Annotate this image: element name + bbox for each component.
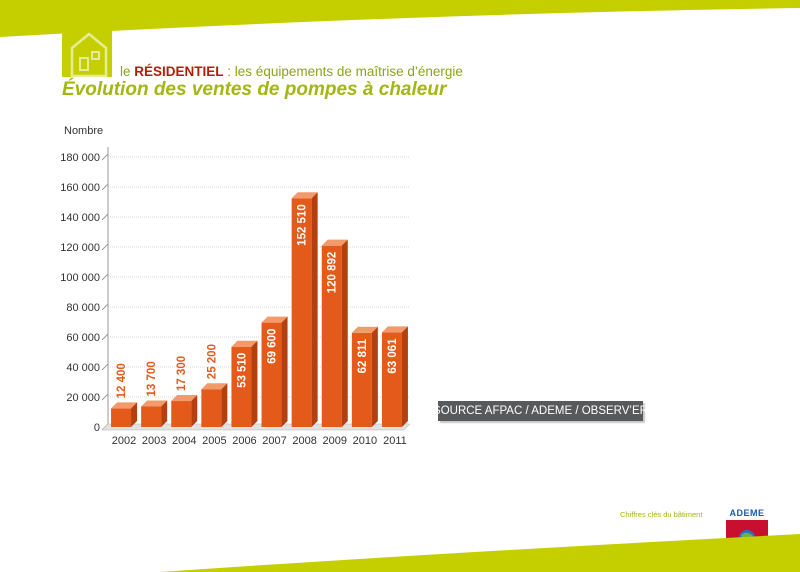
bar [201,389,222,427]
bar-value-label: 17 300 [176,356,188,391]
header-prefix: le [120,64,131,79]
source-badge: SOURCE AFPAC / ADEME / OBSERV’ER [433,401,648,421]
x-tick-label: 2003 [142,435,166,447]
bar-value-label: 63 061 [387,338,399,374]
bar-value-label: 12 400 [116,363,128,398]
x-tick-label: 2009 [323,435,347,447]
bar-top [231,340,258,347]
y-tick-label: 120 000 [60,242,100,254]
bar [261,322,282,427]
bar-top [201,383,228,390]
bar-value-label: 13 700 [146,361,158,396]
x-tick-label: 2006 [232,435,256,447]
bar-side [251,340,258,427]
y-tick [101,153,109,161]
bar-side [311,192,318,427]
y-tick-label: 160 000 [60,182,100,194]
y-tick [101,243,109,251]
x-tick-label: 2008 [292,435,316,447]
bar-top [141,400,168,407]
page-title: Évolution des ventes de pompes à chaleur [62,79,447,100]
x-tick-label: 2011 [383,435,407,447]
bar-side [221,383,228,427]
bar-value-label: 53 510 [236,353,248,388]
x-tick-label: 2005 [202,435,226,447]
y-tick [101,213,109,221]
y-tick-label: 140 000 [60,212,100,224]
bar-side [191,395,198,427]
bar-top [321,239,348,246]
bar-side [341,239,348,427]
y-tick [101,303,109,311]
y-tick [101,393,109,401]
bar [351,332,372,427]
bar [381,332,402,427]
y-tick-label: 0 [94,422,100,434]
bar [321,245,342,427]
y-tick [101,333,109,341]
y-tick-label: 60 000 [66,332,100,344]
y-tick [101,363,109,371]
chart-labels: 0 20 000 40 000 60 000 80 000 100 000 120 000 1… [60,125,407,447]
section-header: le RÉSIDENTIEL : les équipements de maît… [120,64,463,79]
bar-value-label: 25 200 [206,344,218,379]
y-tick [101,183,109,191]
chart-bars [111,192,408,427]
y-tick-label: 20 000 [66,392,100,404]
y-tick-label: 100 000 [60,272,100,284]
bar-top [171,395,198,402]
bar-side [401,326,408,427]
bar-side [281,316,288,427]
bar-top [261,316,288,323]
bar [231,346,252,427]
bar [291,198,312,427]
x-tick-label: 2007 [262,435,286,447]
y-tick-label: 80 000 [66,302,100,314]
x-tick-label: 2004 [172,435,196,447]
top-accent-band [0,0,800,37]
house-logo-icon [62,22,112,77]
y-tick [101,273,109,281]
footer-caption: Chiffres clés du bâtiment [620,510,703,519]
x-tick-label: 2010 [353,435,377,447]
bar-value-label: 69 600 [267,329,279,364]
bar-side [371,326,378,427]
header-section: RÉSIDENTIEL [134,64,224,79]
bar-value-label: 152 510 [297,204,309,246]
bar-top [381,326,408,333]
chart-grid [108,156,410,398]
x-tick-label: 2002 [112,435,136,447]
bar-top [291,192,318,199]
y-tick-label: 180 000 [60,152,100,164]
bar-top [111,402,138,409]
bar [141,406,162,427]
bottom-accent-band [0,534,800,572]
bar-side [131,402,138,427]
bar-side [161,400,168,427]
bar [111,408,132,427]
bar [171,401,192,427]
y-axis-label: Nombre [64,125,103,137]
ademe-logo-text: ADEME [729,508,765,518]
bar-value-label: 120 892 [327,252,339,294]
header-subtitle: : les équipements de maîtrise d’énergie [223,64,463,79]
y-tick-label: 40 000 [66,362,100,374]
bar-top [351,326,378,333]
bar-value-label: 62 811 [357,338,369,373]
